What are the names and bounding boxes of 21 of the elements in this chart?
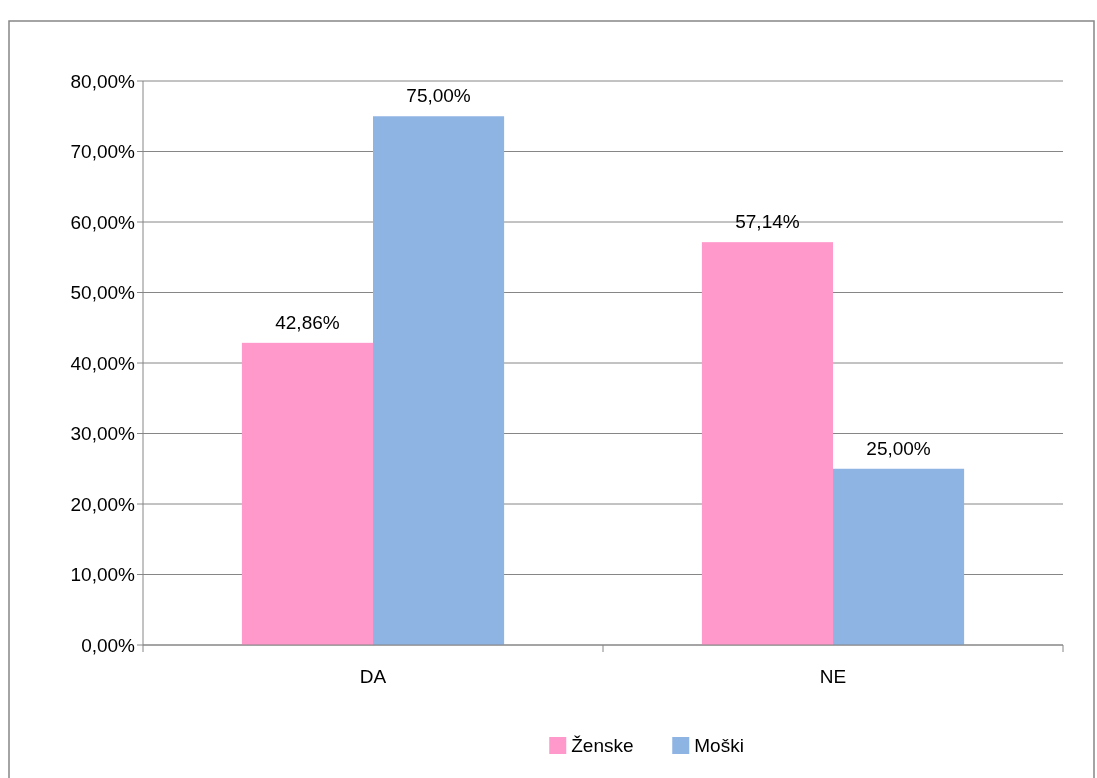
x-tick-label: NE	[819, 666, 847, 687]
y-tick-label: 40,00%	[70, 352, 136, 374]
data-label: 42,86%	[275, 311, 340, 333]
y-tick-label: 0,00%	[81, 634, 136, 656]
y-tick-label: 10,00%	[70, 564, 136, 586]
y-tick-label: 80,00%	[70, 70, 136, 92]
y-tick-label: 70,00%	[70, 141, 136, 163]
y-tick-label: 30,00%	[70, 423, 136, 445]
data-label: 57,14%	[735, 211, 800, 233]
y-tick-label: 60,00%	[70, 211, 136, 233]
x-tick-label: DA	[359, 666, 387, 687]
y-tick-label: 50,00%	[70, 282, 136, 304]
bar	[373, 116, 505, 645]
data-label: 25,00%	[866, 437, 931, 459]
data-label: 75,00%	[406, 85, 471, 107]
y-tick-label: 20,00%	[70, 493, 136, 515]
legend-label: Ženske	[571, 734, 634, 756]
legend-label: Moški	[694, 734, 744, 756]
bar	[701, 242, 833, 645]
bar	[833, 468, 965, 645]
bar	[241, 342, 373, 645]
